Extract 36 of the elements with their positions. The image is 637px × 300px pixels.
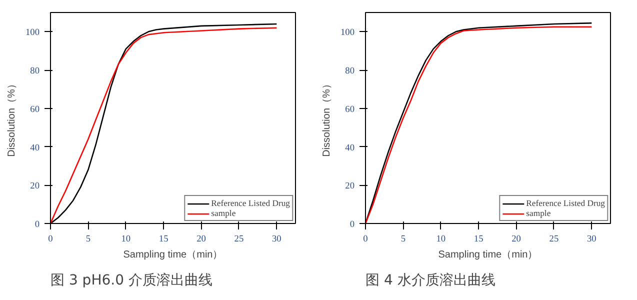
x-tick-label: 0 bbox=[48, 234, 54, 244]
y-tick-label: 40 bbox=[30, 143, 40, 154]
y-tick-label: 60 bbox=[345, 104, 355, 115]
legend-label: sample bbox=[211, 208, 236, 218]
y-tick-label: 20 bbox=[30, 182, 40, 192]
legend-label: Reference Listed Drug bbox=[211, 198, 290, 208]
caption: 图 3 pH6.0 介质溶出曲线 bbox=[50, 272, 212, 288]
x-tick-label: 0 bbox=[363, 234, 368, 244]
x-tick-label: 10 bbox=[436, 234, 446, 244]
y-tick-label: 20 bbox=[345, 182, 355, 192]
y-tick-label: 100 bbox=[340, 28, 355, 38]
x-tick-label: 15 bbox=[474, 234, 484, 244]
y-tick-label: 0 bbox=[350, 220, 355, 230]
y-axis-title: Dissolution（%） bbox=[6, 79, 18, 157]
caption: 图 4 水介质溶出曲线 bbox=[366, 272, 496, 288]
y-tick-label: 60 bbox=[30, 104, 40, 115]
y-tick-label: 80 bbox=[345, 66, 355, 77]
x-tick-label: 20 bbox=[196, 234, 206, 244]
y-tick-label: 100 bbox=[26, 28, 40, 38]
y-tick-label: 0 bbox=[34, 220, 40, 230]
x-tick-label: 30 bbox=[272, 234, 282, 244]
x-axis-title: Sampling time（min） bbox=[123, 250, 223, 260]
x-tick-label: 5 bbox=[400, 234, 406, 244]
x-tick-label: 5 bbox=[86, 234, 91, 244]
x-tick-label: 15 bbox=[158, 234, 169, 244]
x-axis-title: Sampling time（min） bbox=[438, 250, 538, 260]
y-axis-title: Dissolution（%） bbox=[322, 79, 333, 157]
legend-label: Reference Listed Drug bbox=[526, 198, 605, 208]
x-tick-label: 25 bbox=[234, 234, 244, 244]
y-tick-label: 40 bbox=[345, 143, 355, 154]
x-tick-label: 30 bbox=[586, 234, 597, 244]
y-tick-label: 80 bbox=[30, 66, 40, 77]
x-tick-label: 25 bbox=[549, 234, 559, 244]
legend-label: sample bbox=[526, 208, 551, 218]
x-tick-label: 20 bbox=[512, 234, 522, 244]
x-tick-label: 10 bbox=[121, 234, 131, 244]
